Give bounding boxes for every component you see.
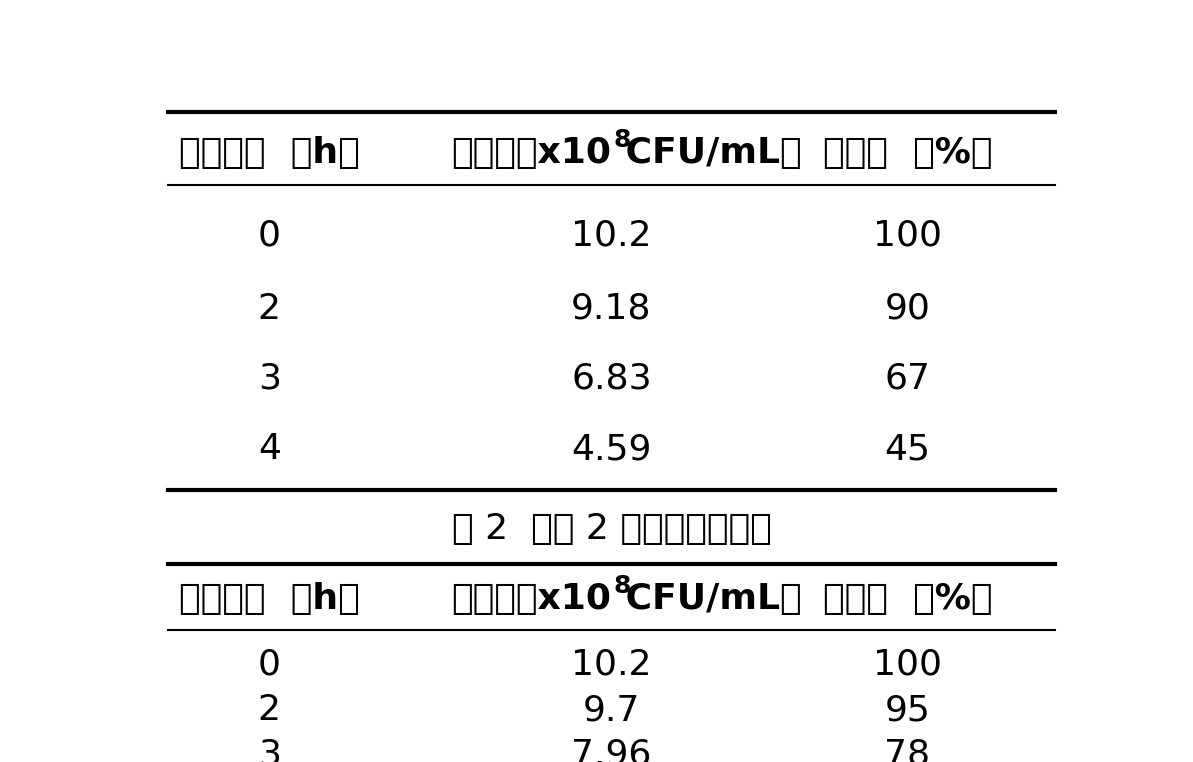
Text: 100: 100 [873, 648, 941, 682]
Text: 0: 0 [258, 648, 280, 682]
Text: 3: 3 [258, 362, 280, 396]
Text: 8: 8 [613, 128, 631, 152]
Text: CFU/mL）: CFU/mL） [613, 136, 802, 170]
Text: 95: 95 [884, 693, 931, 728]
Text: 4: 4 [258, 432, 280, 466]
Text: 活菌数（x10: 活菌数（x10 [451, 582, 612, 616]
Text: 6.83: 6.83 [571, 362, 651, 396]
Text: 67: 67 [884, 362, 931, 396]
Text: 78: 78 [884, 738, 931, 762]
Text: 2: 2 [258, 292, 280, 325]
Text: 90: 90 [884, 292, 931, 325]
Text: 表 2  菌液 2 耐人工胃液结果: 表 2 菌液 2 耐人工胃液结果 [451, 511, 772, 546]
Text: 10.2: 10.2 [571, 648, 651, 682]
Text: 7.96: 7.96 [571, 738, 651, 762]
Text: 存活率  （%）: 存活率 （%） [822, 136, 993, 170]
Text: 存活率  （%）: 存活率 （%） [822, 582, 993, 616]
Text: 活菌数（x10: 活菌数（x10 [451, 136, 612, 170]
Text: 耐受时间  （h）: 耐受时间 （h） [179, 582, 360, 616]
Text: 8: 8 [613, 574, 631, 598]
Text: 4.59: 4.59 [571, 432, 651, 466]
Text: 耐受时间  （h）: 耐受时间 （h） [179, 136, 360, 170]
Text: 100: 100 [873, 218, 941, 252]
Text: 0: 0 [258, 218, 280, 252]
Text: 9.7: 9.7 [582, 693, 641, 728]
Text: 45: 45 [884, 432, 931, 466]
Text: 2: 2 [258, 693, 280, 728]
Text: 3: 3 [258, 738, 280, 762]
Text: CFU/mL）: CFU/mL） [613, 582, 802, 616]
Text: 10.2: 10.2 [571, 218, 651, 252]
Text: 9.18: 9.18 [571, 292, 651, 325]
